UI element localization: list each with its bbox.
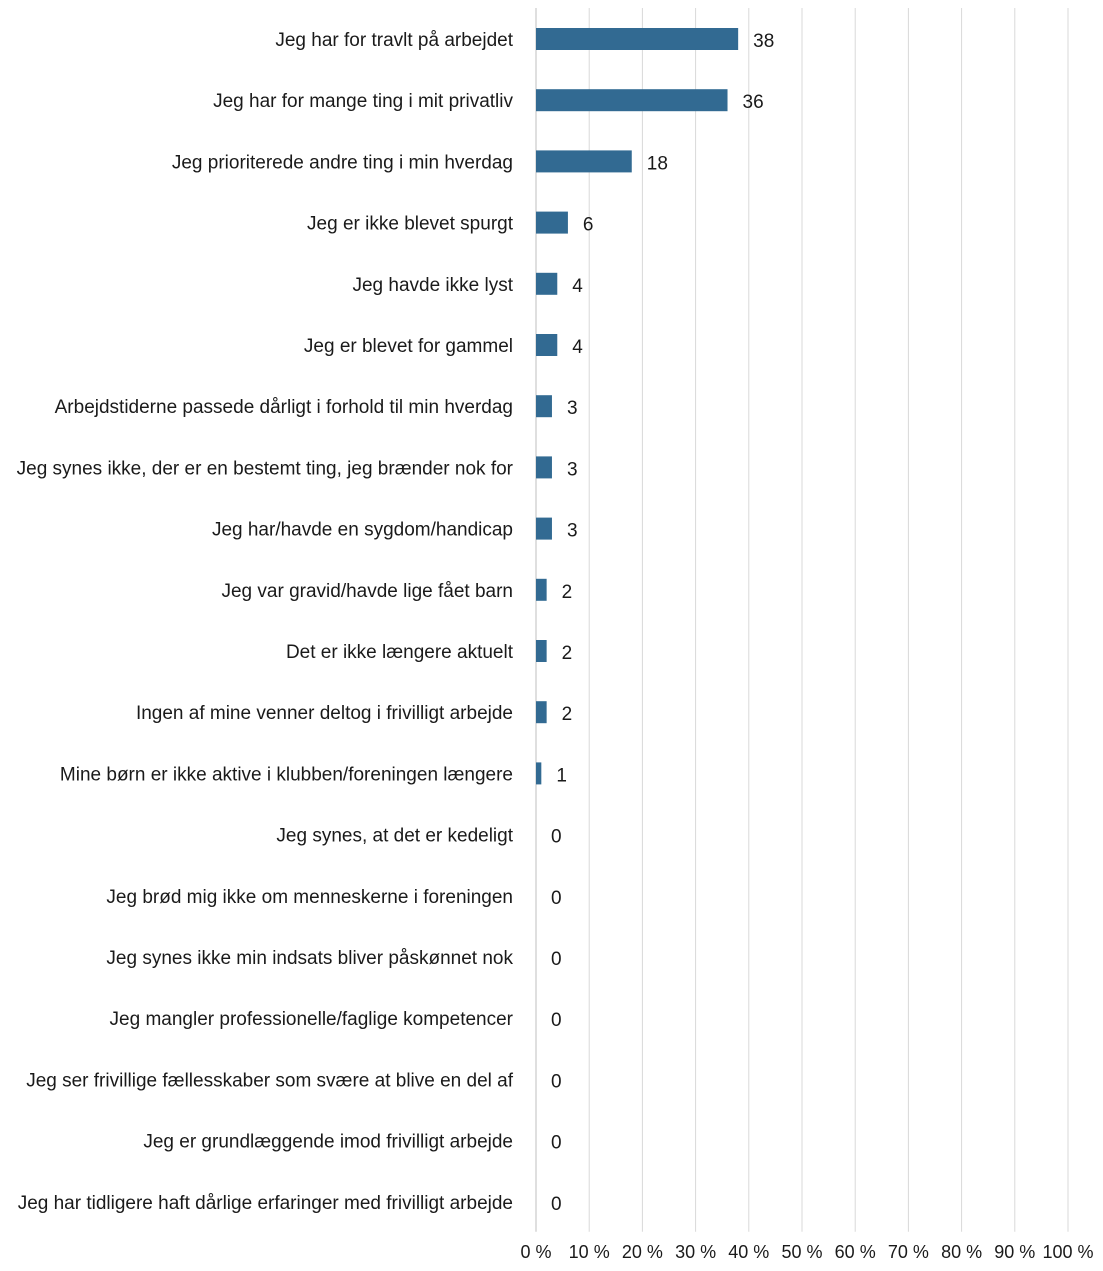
bar (536, 578, 547, 601)
category-label: Jeg har for travlt på arbejdet (275, 30, 513, 51)
category-label: Jeg synes, at det er kedeligt (276, 826, 513, 847)
category-label: Jeg har/havde en sygdom/handicap (212, 520, 513, 541)
x-tick-label: 10 % (569, 1242, 610, 1262)
category-label: Arbejdstiderne passede dårligt i forhold… (55, 397, 513, 418)
category-label: Jeg brød mig ikke om menneskerne i foren… (106, 887, 513, 908)
bar (536, 517, 552, 540)
category-label: Mine børn er ikke aktive i klubben/foren… (60, 764, 513, 785)
data-label: 0 (551, 1071, 562, 1092)
data-label: 0 (551, 1194, 562, 1215)
data-label: 0 (551, 949, 562, 970)
x-tick-label: 30 % (675, 1242, 716, 1262)
data-label: 3 (567, 398, 578, 419)
x-tick-label: 60 % (835, 1242, 876, 1262)
bar (536, 272, 558, 295)
x-tick-label: 100 % (1042, 1242, 1093, 1262)
data-labels: 38 36 18 6 4 4 3 3 3 2 2 2 1 0 0 0 0 0 0 0 (551, 31, 774, 1215)
category-label: Jeg prioriterede andre ting i min hverda… (172, 152, 513, 173)
category-label: Jeg var gravid/havde lige fået barn (221, 581, 513, 602)
data-label: 0 (551, 1133, 562, 1154)
bar (536, 395, 552, 418)
category-label: Det er ikke længere aktuelt (286, 642, 514, 663)
category-label: Jeg er blevet for gammel (304, 336, 513, 357)
data-label: 36 (743, 92, 764, 113)
gridlines (535, 8, 1069, 1232)
x-tick-label: 90 % (994, 1242, 1035, 1262)
bar (536, 211, 568, 234)
data-label: 18 (647, 153, 668, 174)
bar (536, 640, 547, 662)
data-label: 3 (567, 459, 578, 480)
category-label: Jeg havde ikke lyst (352, 275, 513, 296)
bar (536, 334, 558, 356)
x-tick-label: 80 % (941, 1242, 982, 1262)
data-label: 1 (556, 765, 567, 786)
data-label: 0 (551, 827, 562, 848)
bar (536, 150, 632, 173)
data-label: 4 (572, 276, 583, 297)
data-label: 4 (572, 337, 583, 358)
category-label: Ingen af mine venner deltog i frivilligt… (136, 703, 513, 724)
data-label: 0 (551, 888, 562, 909)
category-label: Jeg har tidligere haft dårlige erfaringe… (18, 1193, 513, 1214)
x-tick-label: 40 % (728, 1242, 769, 1262)
data-label: 2 (562, 582, 573, 603)
data-label: 6 (583, 215, 594, 236)
bar (536, 762, 542, 785)
data-label: 3 (567, 521, 578, 542)
x-tick-label: 20 % (622, 1242, 663, 1262)
category-label: Jeg har for mange ting i mit privatliv (213, 91, 513, 112)
category-label: Jeg ser frivillige fællesskaber som svær… (26, 1070, 514, 1091)
data-label: 2 (562, 704, 573, 725)
bar (536, 89, 728, 112)
x-tick-label: 70 % (888, 1242, 929, 1262)
category-label: Jeg mangler professionelle/faglige kompe… (110, 1009, 514, 1030)
data-label: 38 (753, 31, 774, 52)
category-label: Jeg er grundlæggende imod frivilligt arb… (143, 1132, 513, 1153)
data-label: 0 (551, 1010, 562, 1031)
bar (536, 701, 547, 724)
category-label: Jeg synes ikke min indsats bliver påskøn… (106, 948, 513, 969)
bar (536, 456, 552, 479)
bars (536, 28, 739, 785)
category-label: Jeg er ikke blevet spurgt (307, 214, 514, 235)
x-tick-label: 0 % (520, 1242, 551, 1262)
bar (536, 28, 739, 50)
category-label: Jeg synes ikke, der er en bestemt ting, … (17, 458, 514, 479)
data-label: 2 (562, 643, 573, 664)
category-labels: Jeg har for travlt på arbejdet Jeg har fo… (17, 30, 514, 1214)
x-tick-label: 50 % (781, 1242, 822, 1262)
x-axis-tick-labels: 0 % 10 % 20 % 30 % 40 % 50 % 60 % 70 % 80 % 90 % 1… (520, 1242, 1093, 1262)
